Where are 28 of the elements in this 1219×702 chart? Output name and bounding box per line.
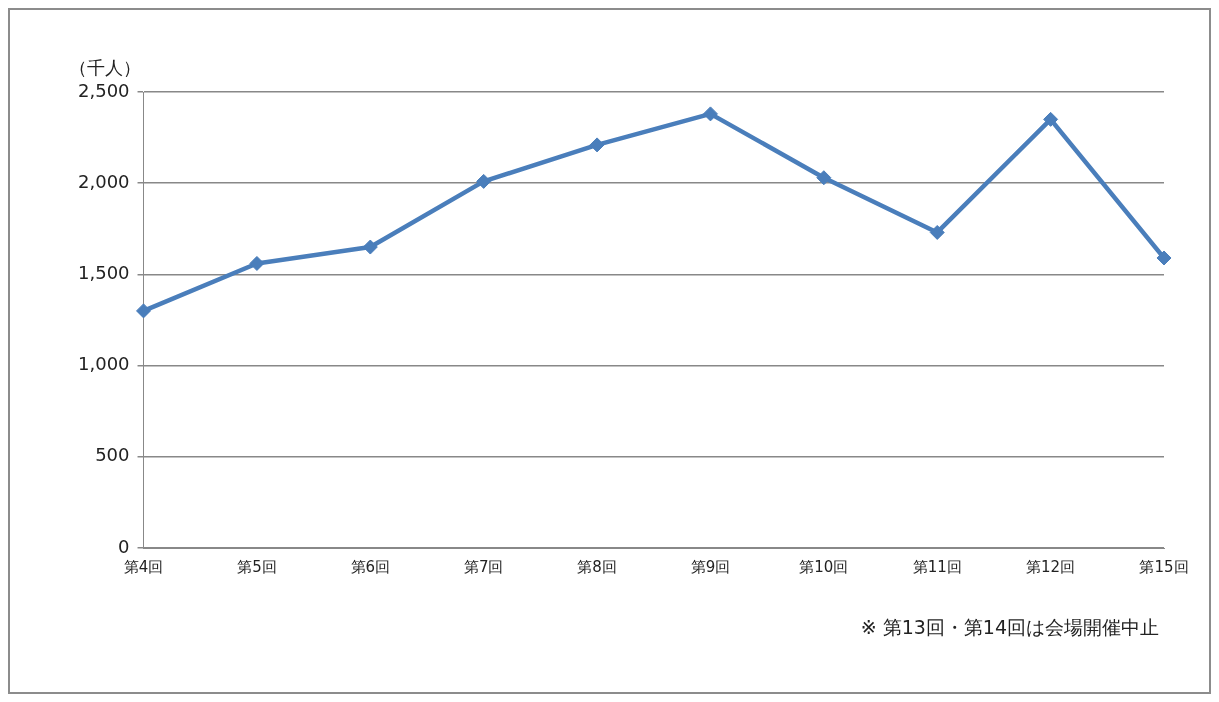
x-tick-label: 第8回 [577,557,617,576]
point [816,170,832,186]
point [1043,111,1059,127]
x-tick-label: 第15回 [1139,557,1189,576]
x-tick-label: 第10回 [799,557,849,576]
y-tick-label: 1,500 [78,262,130,284]
point [929,224,945,240]
y-tick-label: 2,000 [78,170,130,192]
point [136,303,152,319]
x-tick-label: 第7回 [463,557,504,576]
point [362,239,378,255]
y-tick-label: 500 [95,444,130,466]
text: ※ 第13回・第14回は会場開催中止 [860,616,1159,638]
x-tick-label: 第9回 [690,557,731,576]
y-tick-label: 0 [118,535,130,557]
y-axis-title: （千人） [68,56,141,78]
y-tick-label: 2,500 [78,79,130,101]
y-tick-label: 1,000 [78,353,130,375]
point [702,106,718,122]
point [589,137,605,153]
x-tick-label: 第6回 [350,557,391,576]
x-tick-label: 第4回 [123,557,164,576]
x-tick-label: 第11回 [912,557,962,576]
point [476,173,492,189]
point [1156,250,1172,266]
x-tick-label: 第5回 [237,557,277,576]
point [249,255,265,271]
x-tick-label: 第12回 [1026,557,1076,576]
